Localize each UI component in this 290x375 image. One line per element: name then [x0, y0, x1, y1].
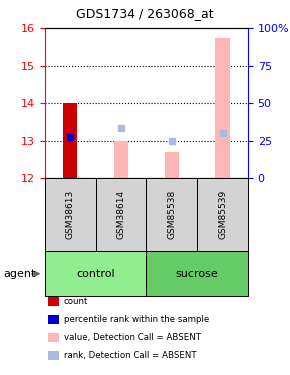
Text: GSM38613: GSM38613 — [66, 190, 75, 239]
Text: percentile rank within the sample: percentile rank within the sample — [64, 315, 209, 324]
Text: GSM85538: GSM85538 — [167, 190, 176, 239]
Text: rank, Detection Call = ABSENT: rank, Detection Call = ABSENT — [64, 351, 196, 360]
Bar — [215, 38, 230, 178]
Text: GSM85539: GSM85539 — [218, 190, 227, 239]
Text: value, Detection Call = ABSENT: value, Detection Call = ABSENT — [64, 333, 201, 342]
Text: GDS1734 / 263068_at: GDS1734 / 263068_at — [76, 7, 214, 20]
Bar — [114, 141, 128, 178]
Text: count: count — [64, 297, 88, 306]
Bar — [63, 103, 77, 178]
Text: control: control — [76, 269, 115, 279]
Text: GSM38614: GSM38614 — [117, 190, 126, 239]
Text: sucrose: sucrose — [176, 269, 219, 279]
Bar — [165, 152, 179, 178]
Text: agent: agent — [3, 269, 35, 279]
